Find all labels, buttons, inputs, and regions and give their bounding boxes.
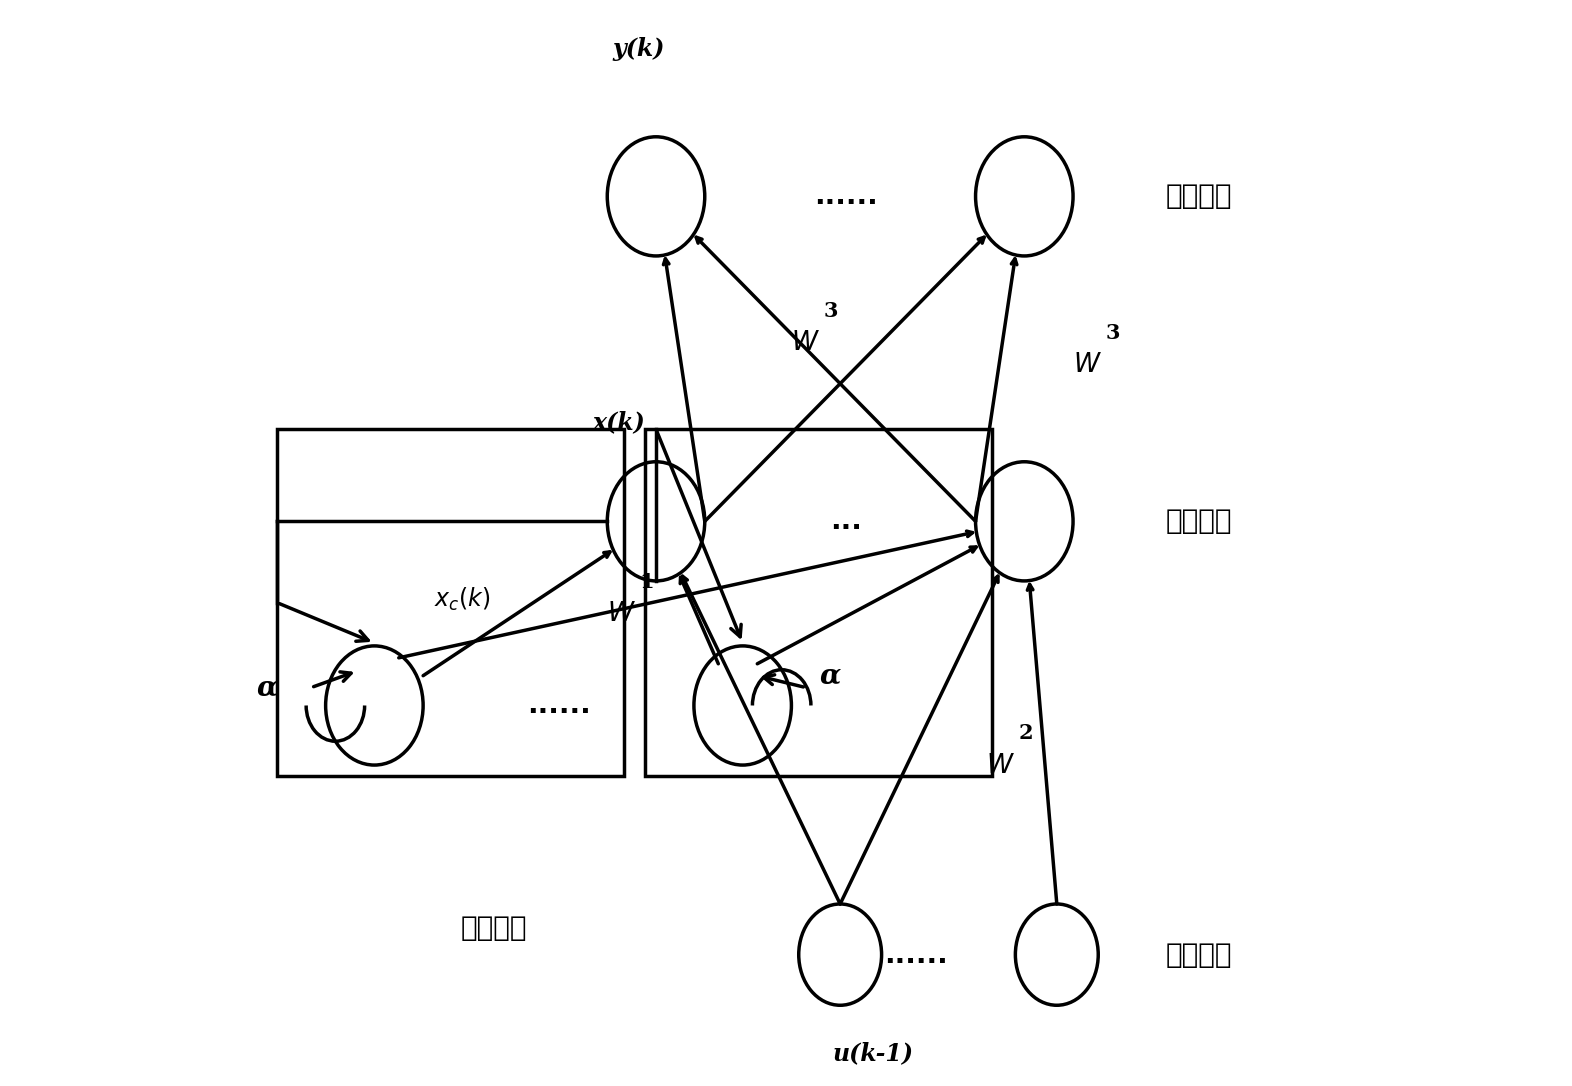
Text: ......: ......	[883, 940, 948, 969]
Text: ......: ......	[527, 692, 591, 720]
Text: $W$: $W$	[791, 330, 821, 355]
Text: ...: ...	[830, 507, 861, 535]
Text: y(k): y(k)	[613, 37, 665, 61]
Text: ......: ......	[814, 182, 877, 211]
Text: $W$: $W$	[1074, 352, 1102, 377]
Text: 1: 1	[640, 571, 654, 592]
Text: 关联节点: 关联节点	[461, 913, 527, 942]
Text: u(k-1): u(k-1)	[832, 1041, 913, 1065]
Text: $W$: $W$	[607, 601, 637, 626]
Text: $x_c(k)$: $x_c(k)$	[434, 586, 490, 614]
Text: 3: 3	[1105, 323, 1121, 342]
Text: 输入单元: 输入单元	[1165, 940, 1231, 969]
Text: x(k): x(k)	[593, 411, 645, 434]
Text: 输出单元: 输出单元	[1165, 182, 1231, 211]
Text: α: α	[819, 662, 841, 690]
Text: 隐层单元: 隐层单元	[1165, 507, 1231, 535]
Text: 2: 2	[1019, 723, 1033, 744]
Text: $W$: $W$	[986, 753, 1016, 778]
Text: 3: 3	[824, 301, 838, 321]
Text: α: α	[256, 674, 278, 702]
